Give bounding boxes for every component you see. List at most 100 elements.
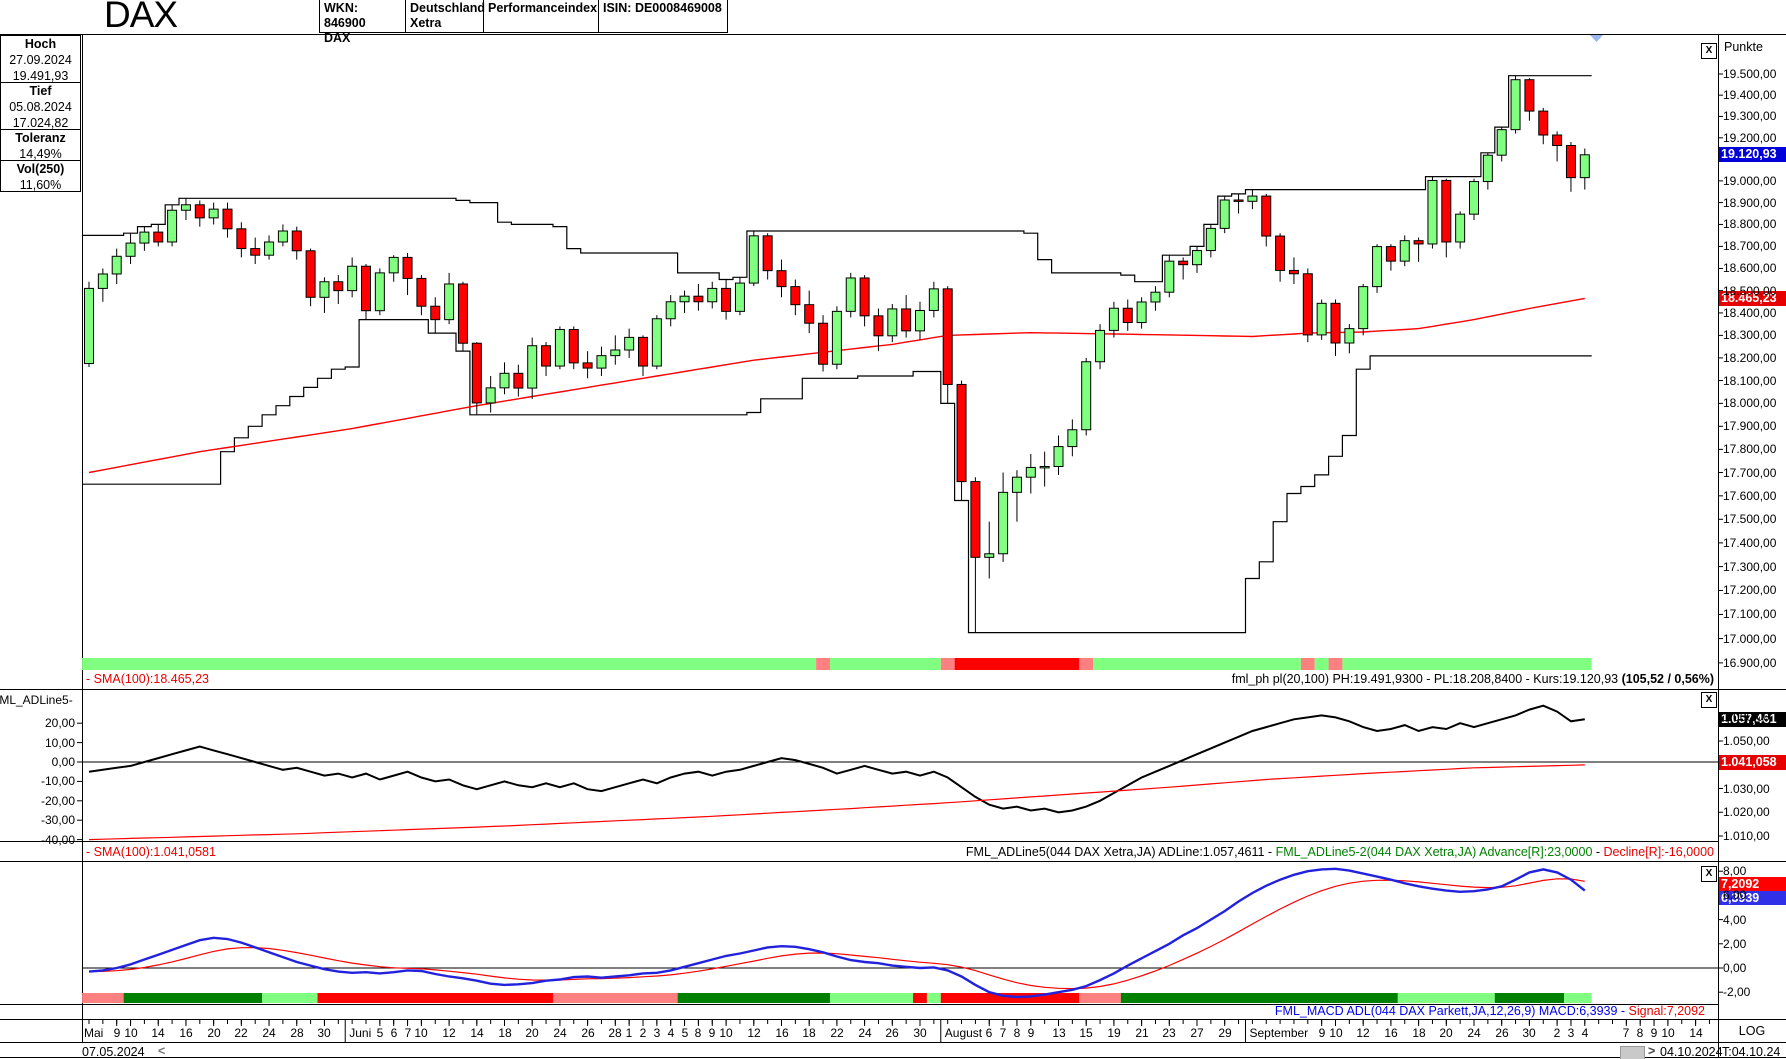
x-axis-day-label: 7: [999, 1026, 1007, 1040]
sma-price-tag: 18.465,23: [1719, 291, 1786, 306]
x-axis-future-day-label: 9: [1650, 1026, 1658, 1040]
toleranz-label: Toleranz: [15, 131, 66, 145]
adline-legend-black: FML_ADLine5(044 DAX Xetra,JA) ADLine:1.0…: [965, 845, 1276, 859]
y-axis-label: 18.500,00: [1723, 284, 1777, 298]
x-axis-day-label: 3: [653, 1026, 661, 1040]
scale-mode-log[interactable]: LOG: [1738, 1024, 1766, 1038]
x-axis-future-day-label: 10: [1661, 1026, 1675, 1040]
x-axis-day-label: 14: [151, 1026, 165, 1040]
scroll-left-arrow[interactable]: <: [158, 1044, 166, 1058]
x-axis-day-label: 4: [667, 1026, 675, 1040]
sma-legend-text: - SMA(100):18.465,23: [86, 672, 209, 686]
close-icon[interactable]: X: [1701, 692, 1717, 708]
macd-axis-label: 6,00: [1723, 888, 1747, 902]
scrollbar-thumb[interactable]: [1620, 1046, 1645, 1059]
x-axis-day-label: 21: [1135, 1026, 1149, 1040]
y-axis-label: 19.300,00: [1723, 109, 1777, 123]
main-sma-legend: - SMA(100):18.465,23: [86, 671, 209, 687]
x-axis-day-label: 10: [414, 1026, 428, 1040]
y-axis-label: 18.800,00: [1723, 217, 1777, 231]
panel2-legend: FML_ADLine5(044 DAX Xetra,JA) ADLine:1.0…: [900, 844, 1714, 860]
x-axis-day-label: 16: [775, 1026, 789, 1040]
country: Deutschland: [410, 1, 486, 15]
exchange: Xetra: [410, 16, 442, 30]
x-axis-day-label: 9: [1318, 1026, 1326, 1040]
y-axis-label: 17.400,00: [1723, 536, 1777, 550]
close-icon[interactable]: X: [1701, 866, 1717, 882]
info-box-tief: Tief 05.08.2024 17.024,82: [0, 82, 81, 130]
x-axis-day-label: 20: [525, 1026, 539, 1040]
toleranz-value: 14,49%: [19, 147, 62, 161]
y-axis-label: 19.000,00: [1723, 174, 1777, 188]
panel2-title: FML_ADLine5-2: [0, 693, 78, 721]
adline-left-axis-label: -30,00: [40, 813, 75, 827]
x-axis-day-label: 10: [719, 1026, 733, 1040]
adline-legend-advance: FML_ADLine5-2(044 DAX Xetra,JA) Advance[…: [1275, 845, 1593, 859]
x-axis-day-label: 5: [376, 1026, 384, 1040]
hoch-date: 27.09.2024: [9, 53, 72, 67]
isin-value: ISIN: DE0008469008: [603, 1, 722, 15]
signal-legend-text: Signal:7,2092: [1628, 1004, 1705, 1018]
x-axis-day-label: 24: [553, 1026, 567, 1040]
header-cell-isin: ISIN: DE0008469008: [598, 0, 728, 32]
x-axis-day-label: 8: [1013, 1026, 1021, 1040]
header-divider: [319, 32, 728, 33]
y-axis-label: 18.300,00: [1723, 328, 1777, 342]
x-axis-day-label: 30: [913, 1026, 927, 1040]
y-axis-label: 18.600,00: [1723, 261, 1777, 275]
y-axis-label: 18.000,00: [1723, 396, 1777, 410]
x-axis-day-label: 22: [830, 1026, 844, 1040]
adline-left-axis-label: -10,00: [40, 774, 75, 788]
x-axis-day-label: 20: [1439, 1026, 1453, 1040]
y-axis-label: 19.400,00: [1723, 88, 1777, 102]
x-axis-day-label: 2: [639, 1026, 647, 1040]
x-axis-day-label: 4: [1581, 1026, 1589, 1040]
x-axis-day-label: 9: [708, 1026, 716, 1040]
y-axis-label: 17.100,00: [1723, 607, 1777, 621]
x-axis-day-label: 13: [1052, 1026, 1066, 1040]
x-axis-day-label: 9: [113, 1026, 121, 1040]
y-axis-label: 18.100,00: [1723, 374, 1777, 388]
x-axis-day-label: 6: [390, 1026, 398, 1040]
x-axis-day-label: 23: [1162, 1026, 1176, 1040]
main-indicator-legend: fml_ph pl(20,100) PH:19.491,9300 - PL:18…: [900, 671, 1714, 687]
info-box-vol: Vol(250) 11,60%: [0, 160, 81, 192]
panel2-title-text: FML_ADLine5-2: [0, 693, 73, 707]
adline-sma-tag: 1.041,058: [1719, 755, 1786, 770]
x-axis-day-label: 12: [747, 1026, 761, 1040]
x-axis-day-label: 30: [1522, 1026, 1536, 1040]
wkn-value: WKN: 846900: [324, 1, 366, 30]
info-box-hoch: Hoch 27.09.2024 19.491,93: [0, 35, 81, 83]
x-axis-day-label: 22: [234, 1026, 248, 1040]
y-axis-label: 17.800,00: [1723, 442, 1777, 456]
x-axis-future-day-label: 7: [1622, 1026, 1630, 1040]
range-end-date: 04.10.2024: [1660, 1045, 1723, 1059]
x-axis-day-label: 27: [1190, 1026, 1204, 1040]
adline-right-axis-label: 1.020,00: [1723, 805, 1770, 819]
x-axis-day-label: 18: [498, 1026, 512, 1040]
x-axis-day-label: 9: [1027, 1026, 1035, 1040]
y-axis-label: 19.200,00: [1723, 131, 1777, 145]
hoch-value: 19.491,93: [12, 69, 69, 83]
y-axis-label: 17.600,00: [1723, 489, 1777, 503]
header-cell-wkn: WKN: 846900 DAX: [319, 0, 405, 45]
phpl-legend-text: fml_ph pl(20,100) PH:19.491,9300 - PL:18…: [1231, 672, 1622, 686]
vol-value: 11,60%: [19, 178, 62, 192]
instrument-title: DAX: [104, 0, 178, 35]
panel2-sma-legend: - SMA(100):1.041,0581: [86, 844, 216, 860]
adline-legend-decline: Decline[R]:-16,0000: [1603, 845, 1714, 859]
x-axis-day-label: 26: [1495, 1026, 1509, 1040]
last-price-tag: 19.120,93: [1719, 147, 1786, 162]
x-axis-day-label: 28: [290, 1026, 304, 1040]
x-axis-day-label: 20: [207, 1026, 221, 1040]
y-axis-label: 18.400,00: [1723, 306, 1777, 320]
x-axis-day-label: 6: [985, 1026, 993, 1040]
adline-sma-legend-text: - SMA(100):1.041,0581: [86, 845, 216, 859]
y-axis-label: 18.200,00: [1723, 351, 1777, 365]
x-axis-day-label: 24: [858, 1026, 872, 1040]
month-label: Mai: [84, 1026, 104, 1040]
scroll-right-arrow[interactable]: >: [1648, 1044, 1656, 1058]
close-icon[interactable]: X: [1701, 43, 1717, 59]
hoch-label: Hoch: [24, 37, 57, 51]
x-axis-day-label: 10: [124, 1026, 138, 1040]
